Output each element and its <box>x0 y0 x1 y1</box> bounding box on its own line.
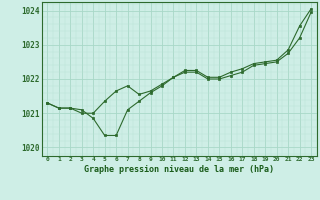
X-axis label: Graphe pression niveau de la mer (hPa): Graphe pression niveau de la mer (hPa) <box>84 165 274 174</box>
